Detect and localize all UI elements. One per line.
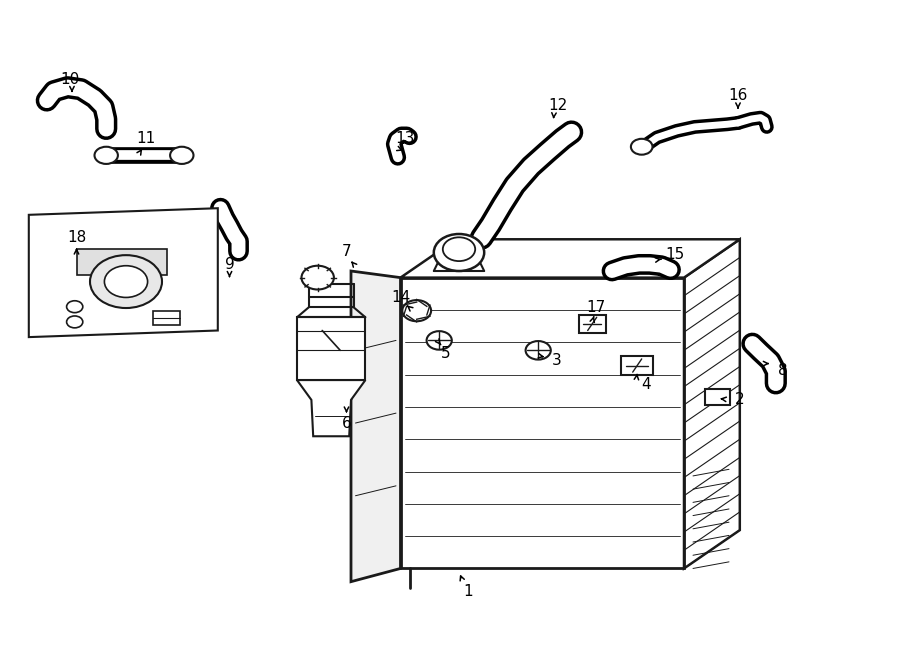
Text: 17: 17 [586, 300, 606, 315]
Bar [579, 315, 606, 333]
Text: 7: 7 [342, 244, 351, 258]
Text: 15: 15 [665, 247, 685, 262]
Text: 4: 4 [642, 377, 651, 392]
Circle shape [94, 147, 118, 164]
Text: 14: 14 [391, 290, 410, 305]
Text: 8: 8 [778, 363, 788, 377]
Bar [621, 356, 653, 375]
Circle shape [90, 255, 162, 308]
Circle shape [170, 147, 194, 164]
Circle shape [434, 234, 484, 271]
Polygon shape [351, 271, 400, 582]
Text: 16: 16 [728, 89, 748, 103]
Polygon shape [297, 380, 365, 436]
Text: 3: 3 [552, 353, 561, 368]
Circle shape [526, 341, 551, 360]
Text: 11: 11 [136, 132, 156, 146]
Polygon shape [297, 317, 365, 380]
Polygon shape [684, 239, 740, 568]
Text: 6: 6 [342, 416, 351, 430]
Bar [153, 311, 180, 325]
Polygon shape [29, 208, 218, 337]
Text: 18: 18 [67, 231, 86, 245]
Text: 9: 9 [225, 257, 234, 272]
Circle shape [104, 266, 148, 297]
Circle shape [402, 300, 431, 321]
Bar [705, 389, 730, 405]
Polygon shape [400, 239, 740, 278]
Text: 1: 1 [464, 584, 472, 599]
Text: 13: 13 [395, 132, 415, 146]
Circle shape [631, 139, 652, 155]
Circle shape [427, 331, 452, 350]
Text: 5: 5 [441, 346, 450, 361]
Circle shape [67, 316, 83, 328]
Circle shape [302, 266, 334, 290]
Polygon shape [76, 249, 166, 275]
Text: 2: 2 [735, 393, 744, 407]
Text: 12: 12 [548, 98, 568, 113]
Text: 10: 10 [60, 72, 80, 87]
Circle shape [67, 301, 83, 313]
